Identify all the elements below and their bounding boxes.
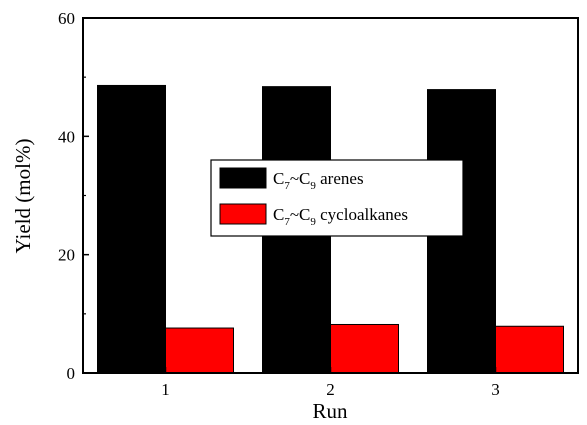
legend-swatch-1 <box>219 167 267 189</box>
y-tick-label: 0 <box>67 364 76 383</box>
y-tick-label: 60 <box>58 9 75 28</box>
x-tick-label: 1 <box>161 380 170 399</box>
x-tick-label: 2 <box>326 380 335 399</box>
y-axis-title: Yield (mol%) <box>11 139 35 254</box>
bar-s1-run-1 <box>97 84 166 374</box>
legend-label-1: C7~C9 arenes <box>273 169 364 192</box>
x-axis-title: Run <box>312 399 348 423</box>
x-tick-label: 3 <box>491 380 500 399</box>
legend: C7~C9 arenes C7~C9 cycloalkanes <box>210 159 464 237</box>
bar-s2-run-3 <box>495 325 564 374</box>
bar-s2-run-2 <box>330 323 399 374</box>
y-axis: 0 20 40 60 <box>58 9 89 383</box>
y-tick-label: 40 <box>58 127 75 146</box>
x-axis: 1 2 3 <box>161 367 500 399</box>
y-tick-label: 20 <box>58 246 75 265</box>
legend-label-2: C7~C9 cycloalkanes <box>273 205 408 228</box>
legend-swatch-2 <box>219 203 267 225</box>
bar-s2-run-1 <box>165 327 234 374</box>
